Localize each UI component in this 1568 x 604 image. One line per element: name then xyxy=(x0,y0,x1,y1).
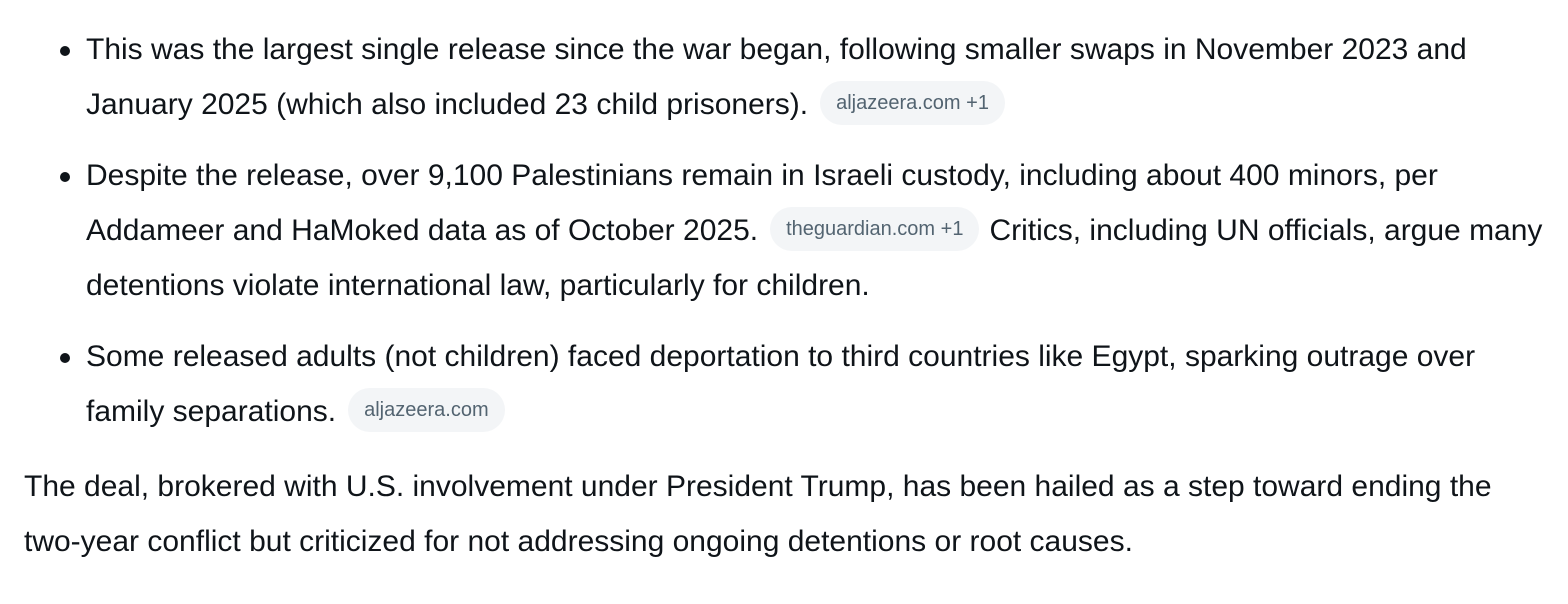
bullet-list: This was the largest single release sinc… xyxy=(24,22,1554,439)
source-chip[interactable]: aljazeera.com +1 xyxy=(820,81,1005,126)
list-item: Some released adults (not children) face… xyxy=(24,329,1554,439)
list-item: This was the largest single release sinc… xyxy=(24,22,1554,132)
source-chip[interactable]: aljazeera.com xyxy=(348,388,505,433)
bullet-dot-icon xyxy=(60,172,70,182)
list-item-text: This was the largest single release sinc… xyxy=(86,33,1467,121)
bullet-dot-icon xyxy=(60,353,70,363)
list-item-text: Some released adults (not children) face… xyxy=(86,340,1476,428)
list-item: Despite the release, over 9,100 Palestin… xyxy=(24,148,1554,313)
summary-paragraph: The deal, brokered with U.S. involvement… xyxy=(24,470,1492,558)
source-chip[interactable]: theguardian.com +1 xyxy=(770,207,980,252)
response-content: This was the largest single release sinc… xyxy=(24,22,1554,569)
list-item-text: Despite the release, over 9,100 Palestin… xyxy=(86,159,1438,247)
list-item-text-after: Critics, including UN officials, argue m… xyxy=(86,214,1543,302)
bullet-dot-icon xyxy=(60,46,70,56)
